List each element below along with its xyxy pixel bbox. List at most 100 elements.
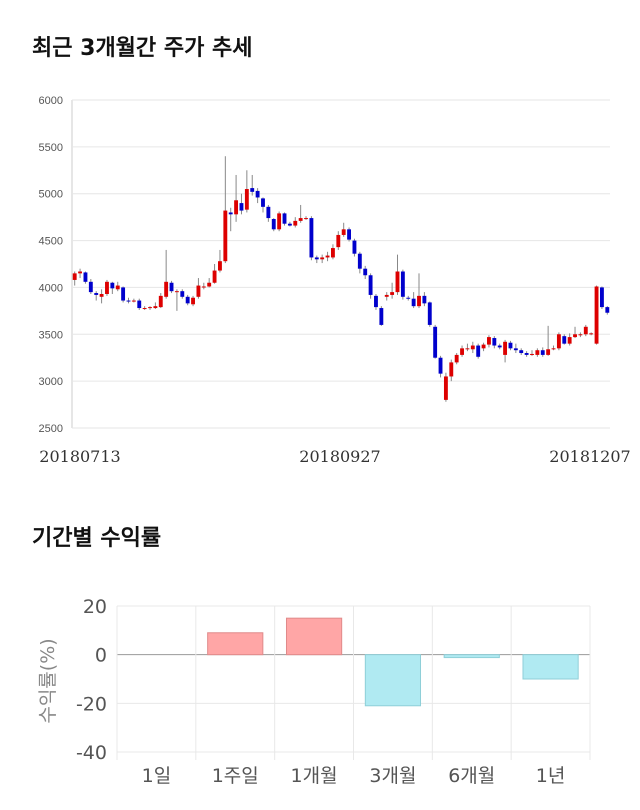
candle-body [540,350,545,355]
candle-body [201,286,206,288]
candle-body [438,357,443,374]
candle-body [379,308,384,325]
y-tick-label: -40 [76,742,107,764]
candle-body [443,376,448,400]
candle-body [594,286,599,344]
y-tick-label: 4000 [39,282,63,294]
candle-body [99,293,104,297]
candle-body [352,240,357,254]
candle-body [336,234,341,248]
candle-body [169,282,174,292]
candle-body [228,212,233,215]
candle-body [153,306,158,309]
candle-body [255,190,260,198]
candle-body [158,295,163,308]
candle-body [556,334,561,349]
candle-body [578,334,583,336]
candle-body [395,271,400,293]
candle-body [390,292,395,295]
y-tick-label: 4500 [39,236,63,248]
candle-body [78,271,83,274]
candle-body [164,281,169,297]
candle-body [583,326,588,335]
category-label: 3개월 [369,765,416,787]
y-tick-label: 5000 [39,189,63,201]
returns-chart-title: 기간별 수익률 [32,526,162,551]
y-axis-label: 수익률(%) [37,638,59,723]
category-label: 1년 [536,765,566,787]
y-tick-label: 3000 [39,376,63,388]
candle-body [325,255,330,258]
candle-body [535,350,540,355]
candle-body [454,354,459,363]
candle-body [298,218,303,221]
candle-body [368,275,373,295]
candle-body [191,297,195,305]
candle-body [562,336,567,344]
candle-body [185,296,190,304]
candle-body [83,272,88,282]
candle-body [465,348,470,350]
candle-body [422,295,427,304]
bar [285,617,343,656]
candle-body [314,257,319,260]
candle-body [212,270,217,283]
x-tick-label: 20180927 [299,447,380,466]
candle-body [250,188,255,192]
candle-body [347,229,352,240]
candle-body [142,308,147,310]
candle-body [417,295,421,307]
candle-body [320,257,325,260]
candle-body [293,220,298,226]
bar [207,632,264,656]
candle-body [573,334,577,338]
y-tick-label: 20 [83,596,107,618]
candle-body [261,198,265,207]
candle-body [110,282,115,289]
candle-body [546,349,551,355]
candle-body [519,350,524,354]
candle-body [174,291,179,293]
candle-body [239,203,244,211]
candle-body [406,297,411,299]
bar [443,654,500,659]
x-tick-label: 20180713 [39,447,120,466]
candle-body [476,345,481,357]
candle-body [94,293,99,295]
candle-body [196,285,201,297]
candle-body [374,295,378,308]
bar [522,654,579,680]
y-tick-label: -20 [76,693,107,715]
candle-body [551,348,556,350]
y-tick-label: 5500 [39,142,63,154]
candle-body [137,300,142,309]
bar [364,654,422,707]
category-label: 1주일 [212,765,259,787]
candle-body [121,287,126,301]
candle-body [411,298,416,307]
y-tick-label: 2500 [39,423,63,435]
candle-body [427,302,432,325]
candle-body [304,218,308,220]
candle-body [492,338,497,346]
candle-body [234,200,239,215]
category-label: 1개월 [291,765,338,787]
candle-body [567,337,572,344]
candle-body [271,219,276,230]
candle-body [460,348,464,355]
candle-body [223,210,228,262]
candle-body [503,341,508,355]
candle-body [330,248,335,258]
candle-body [589,333,594,335]
candle-body [449,362,454,377]
candle-body [282,213,287,224]
price-chart-title: 최근 3개월간 주가 추세 [32,36,253,61]
candle-body [309,218,314,258]
candle-body [524,353,529,355]
candle-body [481,344,486,349]
candle-body [207,282,212,287]
y-tick-label: 6000 [39,95,63,107]
candle-body [115,285,120,290]
candle-body [530,353,534,355]
